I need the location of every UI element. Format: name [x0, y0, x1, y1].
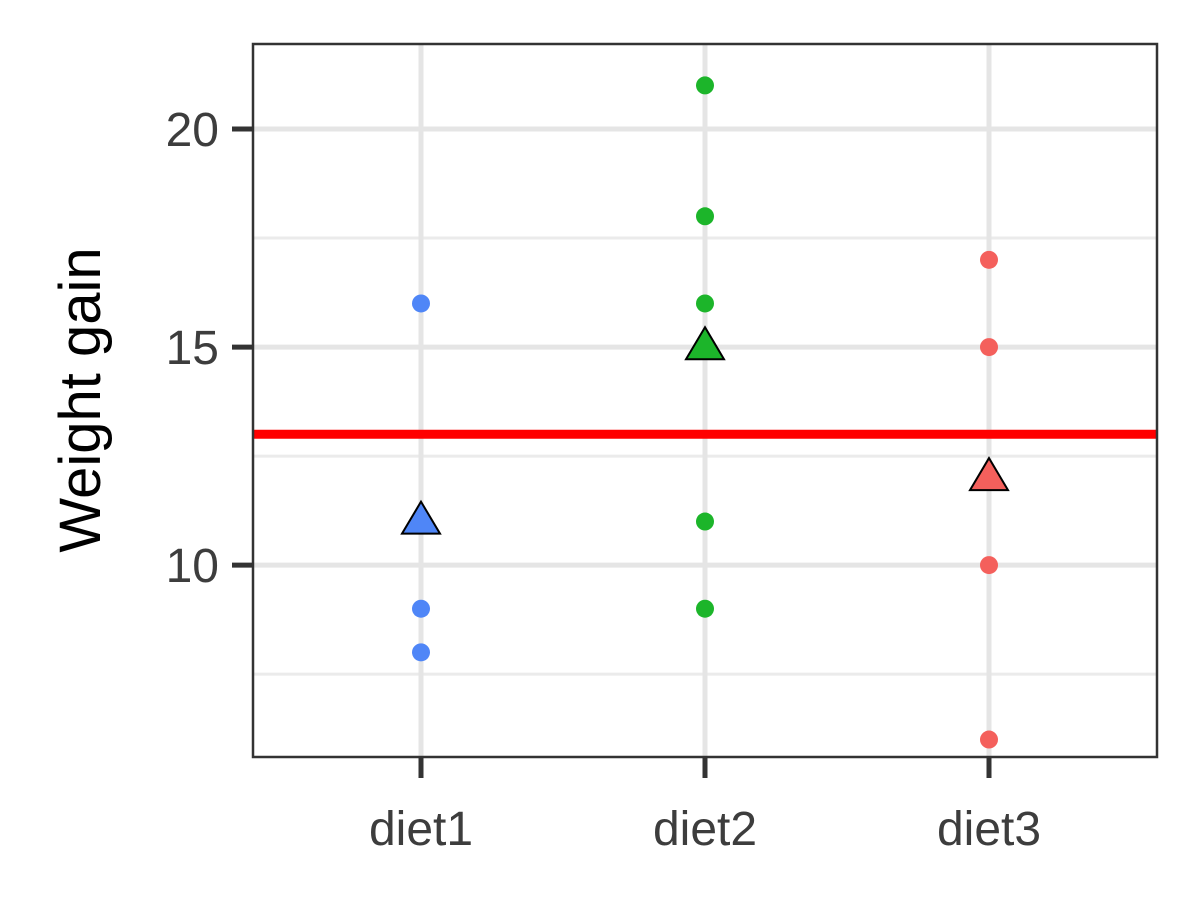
data-point — [696, 512, 714, 531]
x-tick-label: diet3 — [937, 803, 1041, 856]
mean-marker — [684, 325, 726, 361]
mean-marker — [968, 456, 1010, 492]
major-grid — [253, 44, 1157, 757]
mean-markers — [400, 325, 1010, 535]
data-point — [980, 338, 998, 357]
x-tick-label: diet2 — [653, 803, 757, 856]
data-point — [412, 599, 430, 618]
data-point — [980, 250, 998, 269]
y-tick-label: 10 — [166, 540, 219, 593]
data-point — [696, 207, 714, 226]
y-tick-label: 20 — [166, 104, 219, 157]
x-tick-label: diet1 — [369, 803, 473, 856]
data-point — [412, 643, 430, 662]
y-axis-title: Weight gain — [48, 247, 113, 552]
data-point — [980, 556, 998, 575]
data-points — [412, 76, 998, 749]
data-point — [980, 730, 998, 749]
data-point — [696, 76, 714, 95]
mean-marker — [400, 499, 442, 535]
y-tick-label: 15 — [166, 322, 219, 375]
x-axis: diet1 diet2 diet3 — [369, 757, 1041, 856]
y-axis: 10 15 20 — [166, 104, 253, 593]
data-point — [696, 294, 714, 313]
data-point — [696, 599, 714, 618]
data-point — [412, 294, 430, 313]
